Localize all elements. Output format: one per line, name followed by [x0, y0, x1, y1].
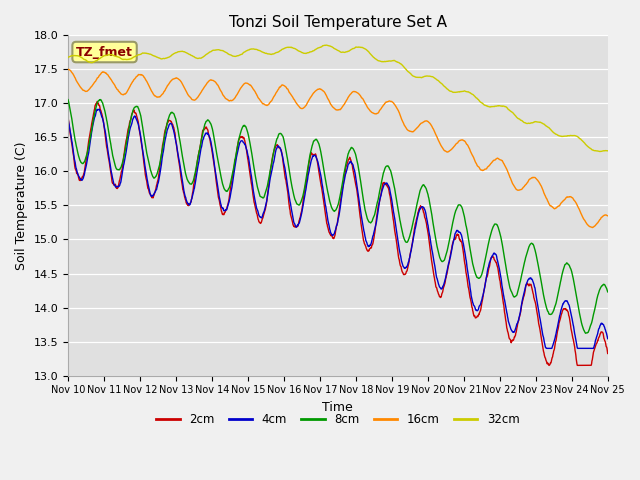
Text: TZ_fmet: TZ_fmet [76, 46, 133, 59]
Title: Tonzi Soil Temperature Set A: Tonzi Soil Temperature Set A [229, 15, 447, 30]
Y-axis label: Soil Temperature (C): Soil Temperature (C) [15, 141, 28, 270]
X-axis label: Time: Time [323, 401, 353, 414]
Legend: 2cm, 4cm, 8cm, 16cm, 32cm: 2cm, 4cm, 8cm, 16cm, 32cm [151, 408, 524, 431]
